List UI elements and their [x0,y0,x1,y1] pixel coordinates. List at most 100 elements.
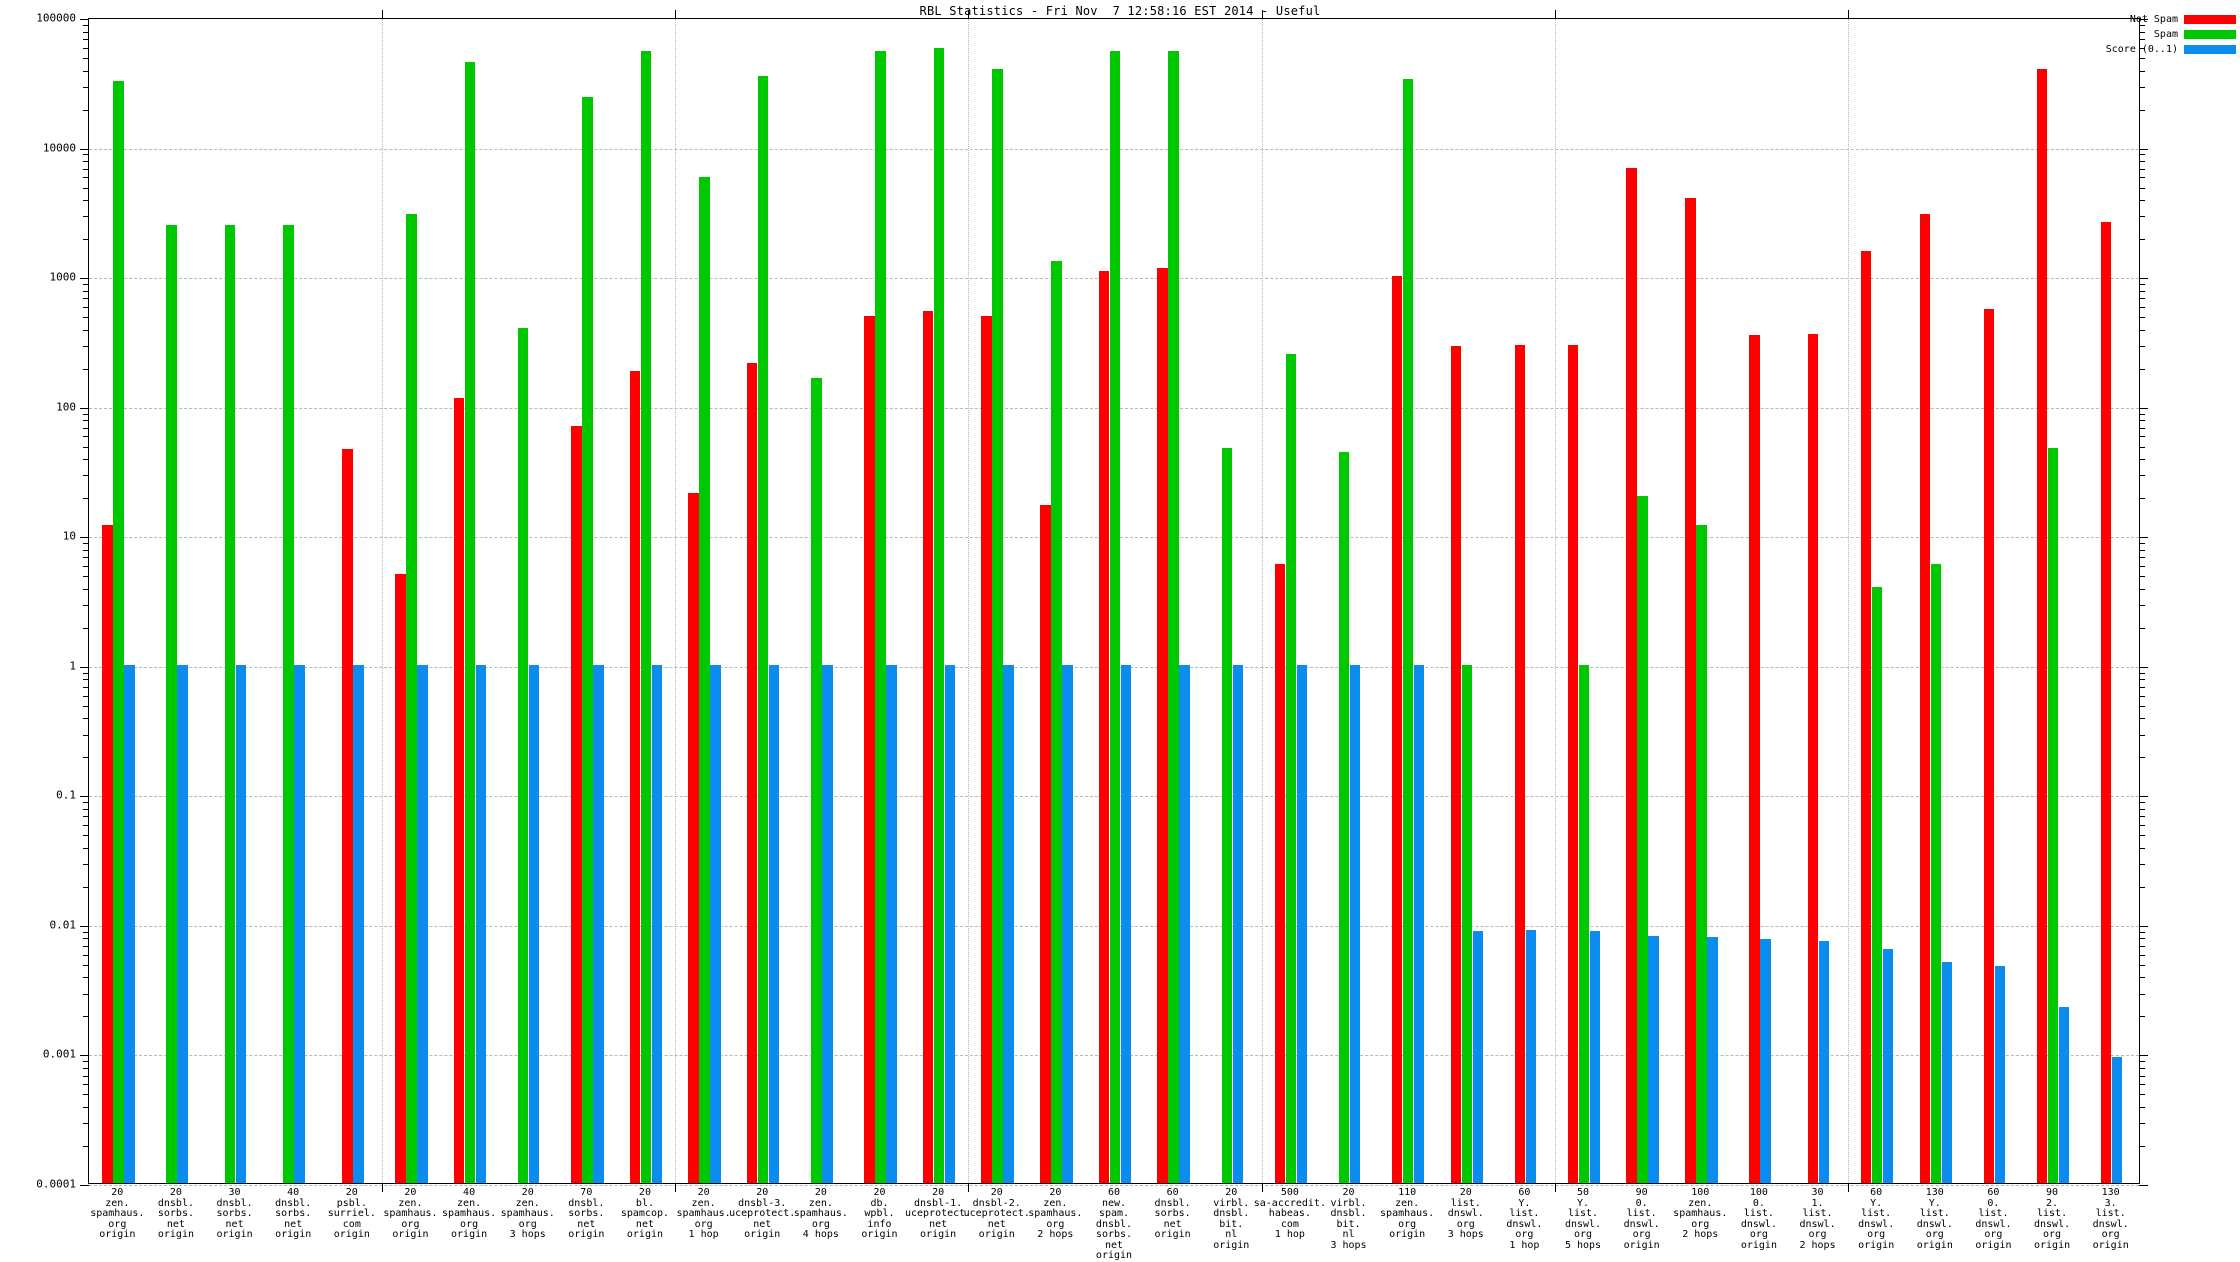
bar-group [1144,19,1203,1183]
bar-spam [1637,496,1648,1183]
y-axis-minor-tick [83,475,89,477]
y-axis-minor-tick [2139,588,2145,590]
y-axis-minor-tick [2139,964,2145,966]
y-axis-tick [2139,407,2148,409]
y-axis-minor-tick [2139,239,2145,241]
y-axis-minor-tick [2139,345,2145,347]
legend-item: Score (0..1) [2106,44,2236,55]
y-axis-minor-tick [83,686,89,688]
y-axis-minor-tick [2139,718,2145,720]
y-axis-minor-tick [83,290,89,292]
y-axis-tick [80,1185,89,1186]
y-axis-minor-tick [2139,825,2145,827]
x-axis-label: 20 db. wpbl. info origin [861,1187,898,1240]
bar-spam [582,97,593,1183]
y-axis-label: 10000 [42,141,76,155]
bar-score [177,664,188,1183]
bar-spam [1285,354,1297,1183]
gridline-vertical [1847,19,1849,1183]
gridline-vertical [1554,19,1556,1183]
y-axis-minor-tick [83,58,89,59]
bar-spam [283,224,294,1183]
y-axis-minor-tick [2139,446,2145,448]
y-axis-minor-tick [83,718,89,720]
bar-group [382,19,441,1183]
legend-swatch [2184,15,2236,24]
x-axis-label: 20 zen. spamhaus. org 2 hops [1028,1187,1083,1240]
y-axis-minor-tick [83,679,89,681]
bar-not-spam [1860,251,1872,1183]
y-axis-minor-tick [83,734,89,736]
y-axis-minor-tick [83,954,89,956]
x-axis-tick [1554,10,1556,19]
x-axis-label: 20 virbl. dnsbl. bit. nl 3 hops [1330,1187,1367,1251]
y-axis-label: 0.01 [49,918,77,932]
x-axis-label: 40 zen. spamhaus. org origin [441,1187,497,1240]
legend-label: Not Spam [2129,14,2178,25]
y-axis-minor-tick [83,672,89,674]
x-axis-label: 20 dnsbl-1. uceprotect. net origin [904,1187,972,1240]
bar-spam [1051,261,1062,1183]
y-axis-minor-tick [83,549,89,551]
y-axis-minor-tick [2139,47,2145,49]
y-axis-minor-tick [83,284,89,286]
bar-score [1120,664,1132,1183]
x-axis-label: 20 virbl. dnsbl. bit. nl origin [1213,1187,1250,1251]
chart-title: RBL Statistics - Fri Nov 7 12:58:16 EST … [919,4,1321,18]
x-axis-label: 20 zen. spamhaus. org origin [383,1187,438,1240]
gridline-vertical [968,19,970,1183]
y-axis-minor-tick [2139,816,2145,818]
bar-score [1648,935,1659,1183]
y-axis-minor-tick [83,498,89,500]
bar-group [1086,19,1145,1183]
y-axis-minor-tick [2139,200,2145,202]
y-axis-minor-tick [2139,695,2145,697]
legend-swatch [2184,30,2236,39]
x-axis-tick [968,1183,970,1192]
x-axis-tick [1847,1183,1849,1192]
bar-group [968,19,1027,1183]
x-axis-label: 60 Y. list. dnswl. org origin [1858,1187,1895,1251]
bar-group [793,19,852,1183]
y-axis-minor-tick [83,161,89,163]
bar-score [1707,937,1718,1183]
y-axis-minor-tick [2139,1145,2145,1147]
bar-score [417,664,428,1183]
bar-group [1262,19,1321,1183]
bar-not-spam [1626,168,1637,1183]
y-axis-minor-tick [83,993,89,995]
y-axis-minor-tick [83,964,89,966]
y-axis-minor-tick [83,239,89,241]
bar-group [851,19,910,1183]
bar-spam [699,177,710,1183]
bar-spam [2047,448,2059,1183]
gridline-horizontal [89,1185,2139,1186]
x-axis-label: 40 dnsbl. sorbs. net origin [275,1187,312,1240]
y-axis-minor-tick [83,177,89,179]
bar-spam [1221,448,1232,1183]
bar-not-spam [453,397,465,1183]
bar-group [499,19,558,1183]
x-axis-labels: 20 zen. spamhaus. org origin 20 dnsbl. so… [88,1187,2140,1260]
y-axis-minor-tick [83,588,89,590]
plot-area [80,10,2148,1192]
y-axis-tick [80,278,89,280]
bar-score [1994,966,2006,1183]
y-axis-minor-tick [83,1106,89,1108]
bar-not-spam [1807,333,1819,1183]
bar-not-spam [688,493,699,1183]
x-axis-label: 20 psbl. surriel. com origin [327,1187,376,1240]
y-axis-minor-tick [83,1075,89,1077]
bar-group [2082,19,2141,1183]
bar-not-spam [1098,270,1110,1183]
y-axis-minor-tick [83,345,89,347]
x-axis-label: 30 1. list. dnswl. org 2 hops [1799,1187,1836,1251]
y-axis-minor-tick [83,1123,89,1125]
y-axis-label: 100 [56,400,76,414]
y-axis-minor-tick [2139,565,2145,567]
bar-score [353,664,364,1183]
bar-spam [1109,50,1121,1183]
y-axis-minor-tick [2139,543,2145,545]
y-axis-minor-tick [2139,1123,2145,1125]
bar-spam [811,377,822,1183]
